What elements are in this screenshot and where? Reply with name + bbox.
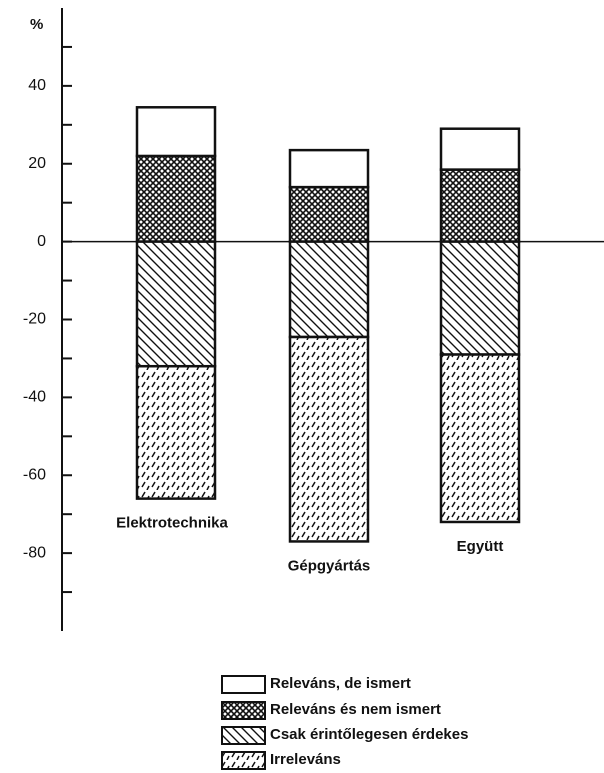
- bar-segment: [135, 240, 217, 368]
- legend-label: Releváns, de ismert: [270, 675, 411, 692]
- x-category-label: Gépgyártás: [288, 557, 371, 574]
- y-tick-label: -80: [23, 544, 46, 561]
- bar-segment: [288, 335, 370, 543]
- legend-label: Csak érintőlegesen érdekes: [270, 726, 468, 743]
- bar-segment: [288, 240, 370, 339]
- bar-segment: [288, 185, 370, 243]
- y-tick-label: 40: [28, 77, 46, 94]
- bar-segment: [135, 364, 217, 500]
- y-tick-label: -60: [23, 466, 46, 483]
- legend-label: Releváns és nem ismert: [270, 701, 441, 718]
- legend-swatch: [221, 751, 266, 770]
- bar-segment: [439, 353, 521, 524]
- legend-swatch: [221, 726, 266, 745]
- y-tick-label: -40: [23, 389, 46, 406]
- y-tick-label: 0: [37, 233, 46, 250]
- bar-segment: [439, 240, 521, 356]
- legend-label: Irreleváns: [270, 751, 341, 768]
- bar-segment: [439, 127, 521, 171]
- bar-segment: [439, 168, 521, 243]
- bar-segment: [135, 154, 217, 243]
- bar-segment: [288, 148, 370, 189]
- legend-swatch: [221, 675, 266, 694]
- x-category-label: Együtt: [457, 538, 504, 555]
- x-category-label: Elektrotechnika: [116, 515, 228, 532]
- bar-segment: [135, 106, 217, 158]
- legend-swatch: [221, 701, 266, 720]
- y-axis-label: %: [30, 16, 43, 33]
- y-tick-label: -20: [23, 311, 46, 328]
- y-tick-label: 20: [28, 155, 46, 172]
